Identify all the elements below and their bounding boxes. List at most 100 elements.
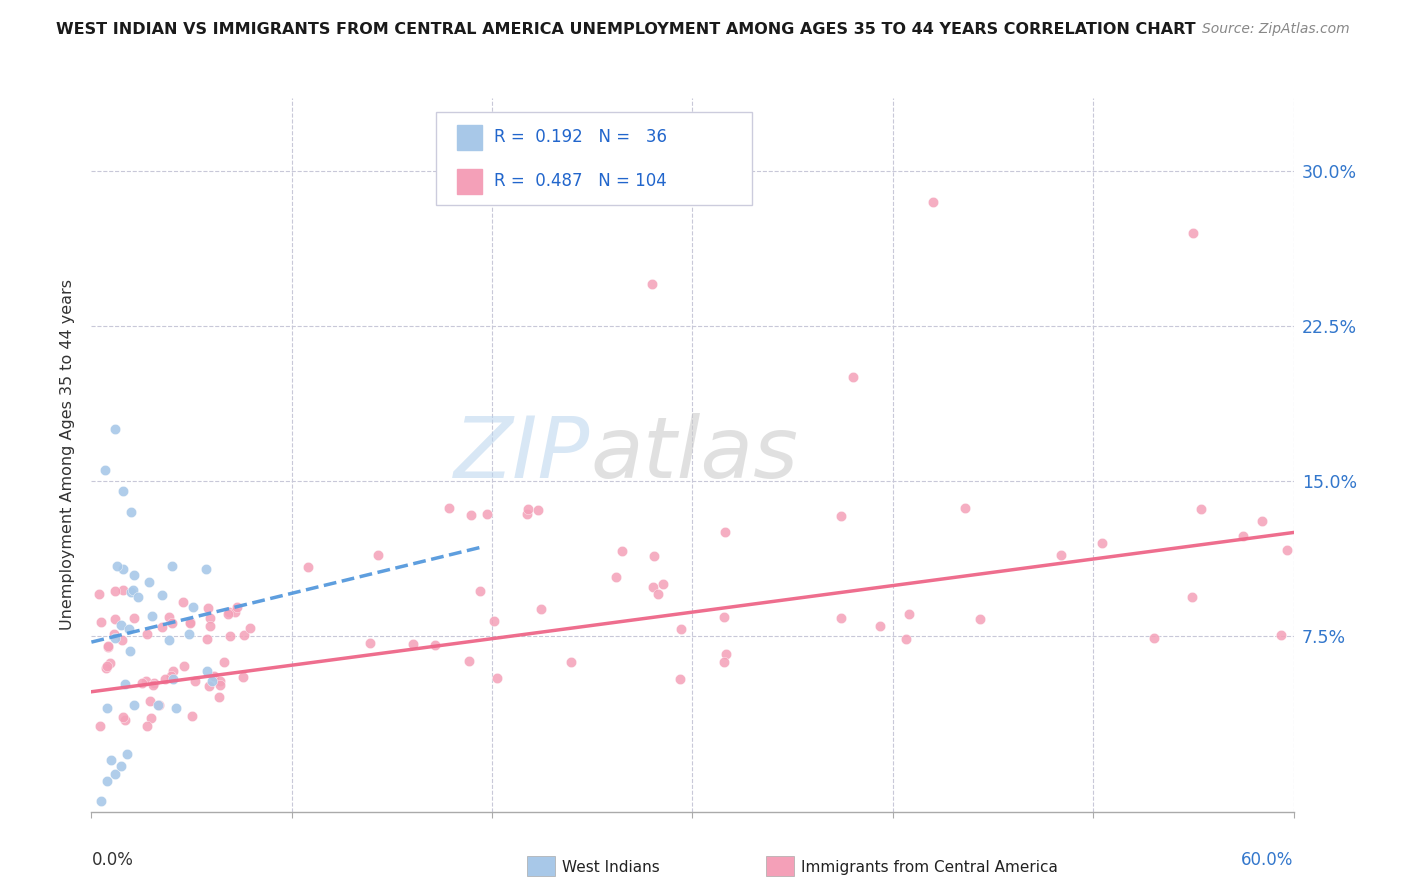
Point <box>643 549 665 564</box>
Point <box>157 610 180 624</box>
Point <box>112 562 135 576</box>
Point <box>226 599 249 614</box>
Point <box>217 607 239 621</box>
Point <box>94 661 117 675</box>
Text: atlas: atlas <box>591 413 799 497</box>
Point <box>647 586 669 600</box>
Point <box>367 548 389 562</box>
Point <box>112 484 135 499</box>
Point <box>172 595 194 609</box>
Point <box>100 753 122 767</box>
Point <box>162 615 184 630</box>
Point <box>195 632 218 646</box>
Point <box>713 610 735 624</box>
Point <box>160 669 183 683</box>
Point <box>121 505 143 519</box>
Text: ZIP: ZIP <box>454 413 591 497</box>
Point <box>200 673 222 688</box>
Point <box>830 610 852 624</box>
Point <box>224 605 246 619</box>
Point <box>641 277 664 292</box>
Point <box>165 701 187 715</box>
Point <box>423 638 446 652</box>
Point <box>1232 529 1254 543</box>
Point <box>131 676 153 690</box>
Point <box>104 422 127 436</box>
Point <box>612 543 634 558</box>
Point <box>239 621 262 635</box>
Point <box>179 626 201 640</box>
Point <box>159 633 181 648</box>
Point <box>922 194 945 209</box>
Point <box>560 655 582 669</box>
Point <box>90 615 112 629</box>
Text: Source: ZipAtlas.com: Source: ZipAtlas.com <box>1202 22 1350 37</box>
Point <box>898 607 921 621</box>
Point <box>111 633 134 648</box>
Point <box>162 664 184 678</box>
Point <box>1142 631 1164 645</box>
Point <box>200 619 222 633</box>
Point <box>651 577 673 591</box>
Point <box>89 587 111 601</box>
Point <box>111 583 134 598</box>
Text: 60.0%: 60.0% <box>1241 851 1294 869</box>
Text: Immigrants from Central America: Immigrants from Central America <box>801 860 1059 874</box>
Point <box>96 658 118 673</box>
Point <box>209 673 232 688</box>
Point <box>96 773 118 788</box>
Point <box>120 585 142 599</box>
Point <box>103 627 125 641</box>
Point <box>139 711 162 725</box>
Point <box>120 643 142 657</box>
Point <box>212 655 235 669</box>
Point <box>98 657 121 671</box>
Point <box>460 508 482 522</box>
Point <box>142 675 165 690</box>
Point <box>181 708 204 723</box>
Point <box>96 701 118 715</box>
Point <box>669 622 692 636</box>
Point <box>150 589 173 603</box>
Point <box>121 583 143 598</box>
Point <box>517 502 540 516</box>
Point <box>668 672 690 686</box>
Point <box>484 614 506 628</box>
Point <box>97 640 120 654</box>
Point <box>110 617 132 632</box>
Point <box>110 759 132 773</box>
Point <box>530 602 553 616</box>
Point <box>208 690 231 705</box>
Point <box>485 671 508 685</box>
Point <box>104 612 127 626</box>
Point <box>142 678 165 692</box>
Point <box>89 719 111 733</box>
Point <box>955 500 977 515</box>
Point <box>458 654 481 668</box>
Point <box>232 670 254 684</box>
Point <box>150 620 173 634</box>
Point <box>135 673 157 688</box>
Point <box>122 567 145 582</box>
Point <box>969 612 991 626</box>
Point <box>141 608 163 623</box>
Point <box>830 509 852 524</box>
Point <box>437 500 460 515</box>
Point <box>605 570 627 584</box>
Point <box>135 626 157 640</box>
Point <box>97 639 120 653</box>
Text: 0.0%: 0.0% <box>91 851 134 869</box>
Point <box>516 508 538 522</box>
Point <box>179 615 201 630</box>
Point <box>162 672 184 686</box>
Point <box>135 719 157 733</box>
Text: WEST INDIAN VS IMMIGRANTS FROM CENTRAL AMERICA UNEMPLOYMENT AMONG AGES 35 TO 44 : WEST INDIAN VS IMMIGRANTS FROM CENTRAL A… <box>56 22 1197 37</box>
Point <box>124 611 146 625</box>
Point <box>714 647 737 661</box>
Point <box>104 584 127 599</box>
Point <box>90 794 112 808</box>
Point <box>402 637 425 651</box>
Point <box>114 677 136 691</box>
Y-axis label: Unemployment Among Ages 35 to 44 years: Unemployment Among Ages 35 to 44 years <box>60 279 76 631</box>
Point <box>138 575 160 590</box>
